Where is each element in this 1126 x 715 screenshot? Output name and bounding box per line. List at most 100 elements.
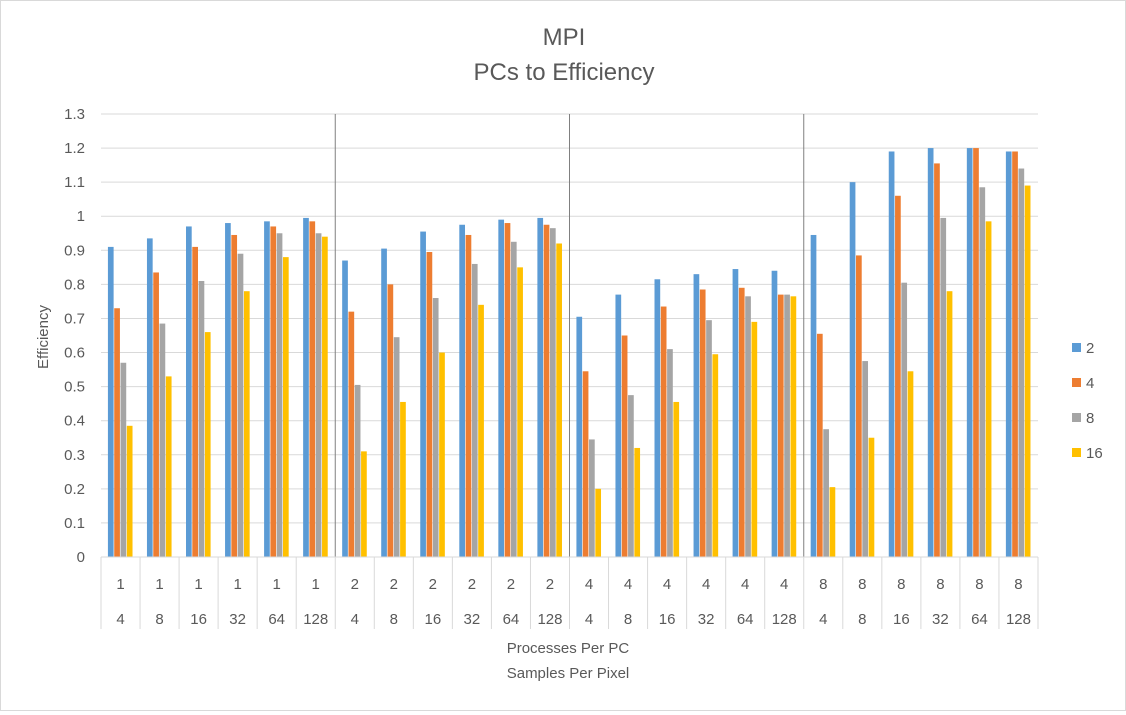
x-tick-label-outer: 4	[780, 576, 788, 593]
bar-series-2	[849, 182, 856, 557]
bar-series-16	[282, 257, 289, 557]
bar-series-4	[348, 311, 355, 557]
x-tick-label-outer: 2	[507, 576, 515, 593]
bar-series-4	[777, 294, 784, 557]
x-tick-label-inner: 128	[537, 611, 562, 628]
x-tick-label-outer: 1	[273, 576, 281, 593]
bar-series-2	[732, 269, 739, 557]
bar-series-4	[895, 195, 901, 557]
bar-series-8	[823, 429, 829, 557]
bar-series-16	[907, 371, 914, 557]
bar-series-2	[927, 148, 934, 557]
x-tick-label-outer: 4	[585, 576, 593, 593]
bar-series-8	[510, 241, 517, 558]
bar-series-8	[120, 362, 127, 557]
bar-series-2	[966, 148, 973, 557]
x-tick-label-inner: 16	[659, 611, 676, 628]
x-tick-label-outer: 8	[975, 576, 983, 593]
y-tick-label: 0	[77, 549, 85, 566]
bar-series-16	[868, 437, 875, 557]
bar-series-4	[582, 371, 589, 557]
x-tick-label-inner: 4	[116, 611, 124, 628]
x-tick-label-inner: 4	[819, 611, 827, 628]
bars	[107, 148, 1031, 558]
bar-series-16	[634, 447, 641, 557]
bar-series-16	[361, 451, 367, 557]
bar-series-4	[738, 287, 745, 557]
bar-series-2	[1005, 151, 1012, 558]
bar-series-8	[979, 187, 986, 557]
x-tick-label-outer: 1	[312, 576, 320, 593]
x-tick-label-outer: 2	[390, 576, 398, 593]
x-tick-label-outer: 2	[546, 576, 554, 593]
bar-series-16	[243, 291, 250, 557]
legend-swatch-2	[1072, 343, 1081, 352]
bar-series-4	[973, 148, 979, 557]
y-tick-label: 0.7	[64, 310, 85, 327]
bar-series-8	[276, 233, 283, 557]
bar-series-16	[322, 236, 328, 557]
bar-series-16	[165, 376, 172, 557]
bar-series-4	[465, 234, 472, 557]
bar-series-2	[459, 224, 465, 557]
bar-series-2	[576, 316, 583, 557]
bar-series-16	[1024, 185, 1031, 557]
bar-series-2	[537, 217, 544, 557]
x-tick-label-outer: 1	[155, 576, 163, 593]
x-tick-label-outer: 2	[429, 576, 437, 593]
bar-series-2	[654, 279, 661, 557]
bar-series-16	[478, 304, 484, 557]
bar-series-2	[342, 260, 348, 557]
y-tick-label: 0.8	[64, 276, 85, 293]
group-separators	[334, 114, 805, 557]
legend-label: 4	[1086, 375, 1094, 392]
bar-series-4	[309, 221, 316, 557]
legend-swatch-4	[1072, 378, 1081, 387]
bar-series-4	[543, 224, 550, 557]
legend-swatch-16	[1072, 448, 1081, 457]
x-tick-label-inner: 64	[737, 611, 754, 628]
bar-series-2	[264, 221, 270, 557]
y-tick-label: 0.4	[64, 413, 85, 430]
bar-series-2	[615, 294, 622, 557]
bar-series-4	[270, 226, 277, 557]
bar-series-4	[816, 333, 823, 557]
bar-series-16	[985, 221, 992, 557]
bar-series-8	[589, 439, 595, 557]
bar-series-4	[153, 272, 159, 557]
legend-label: 2	[1086, 340, 1094, 357]
y-axis-ticks: 0 0.1 0.2 0.3 0.4 0.5 0.6 0.7 0.8 0.9 1 1.1 1.2 1.3	[64, 106, 85, 566]
bar-series-8	[315, 233, 322, 557]
bar-series-8	[901, 282, 908, 557]
y-tick-label: 1.3	[64, 106, 85, 123]
x-axis-label-line2: Samples Per Pixel	[507, 665, 630, 682]
x-tick-label-inner: 64	[971, 611, 988, 628]
bar-series-8	[198, 280, 205, 557]
legend: 2 4 8 16	[1072, 340, 1103, 462]
x-tick-label-inner: 128	[772, 611, 797, 628]
x-tick-label-inner: 32	[698, 611, 715, 628]
x-tick-label-inner: 16	[425, 611, 442, 628]
y-tick-label: 0.1	[64, 515, 85, 532]
x-tick-label-outer: 8	[819, 576, 827, 593]
x-tick-label-outer: 8	[1014, 576, 1022, 593]
bar-series-8	[628, 395, 634, 557]
x-tick-label-inner: 4	[351, 611, 359, 628]
bar-series-2	[810, 234, 817, 557]
x-tick-label-inner: 32	[229, 611, 246, 628]
legend-swatch-8	[1072, 413, 1081, 422]
bar-series-8	[471, 263, 478, 557]
bar-series-16	[517, 267, 523, 557]
x-tick-label-inner: 64	[268, 611, 285, 628]
bar-series-8	[393, 337, 400, 557]
bar-series-4	[856, 255, 862, 558]
bar-series-2	[771, 270, 778, 557]
bar-series-8	[237, 253, 244, 557]
x-tick-label-inner: 8	[624, 611, 632, 628]
bar-series-16	[946, 291, 953, 557]
bar-series-2	[420, 231, 426, 557]
bar-series-8	[745, 296, 751, 557]
y-tick-label: 0.9	[64, 242, 85, 259]
y-tick-label: 1.2	[64, 140, 85, 157]
